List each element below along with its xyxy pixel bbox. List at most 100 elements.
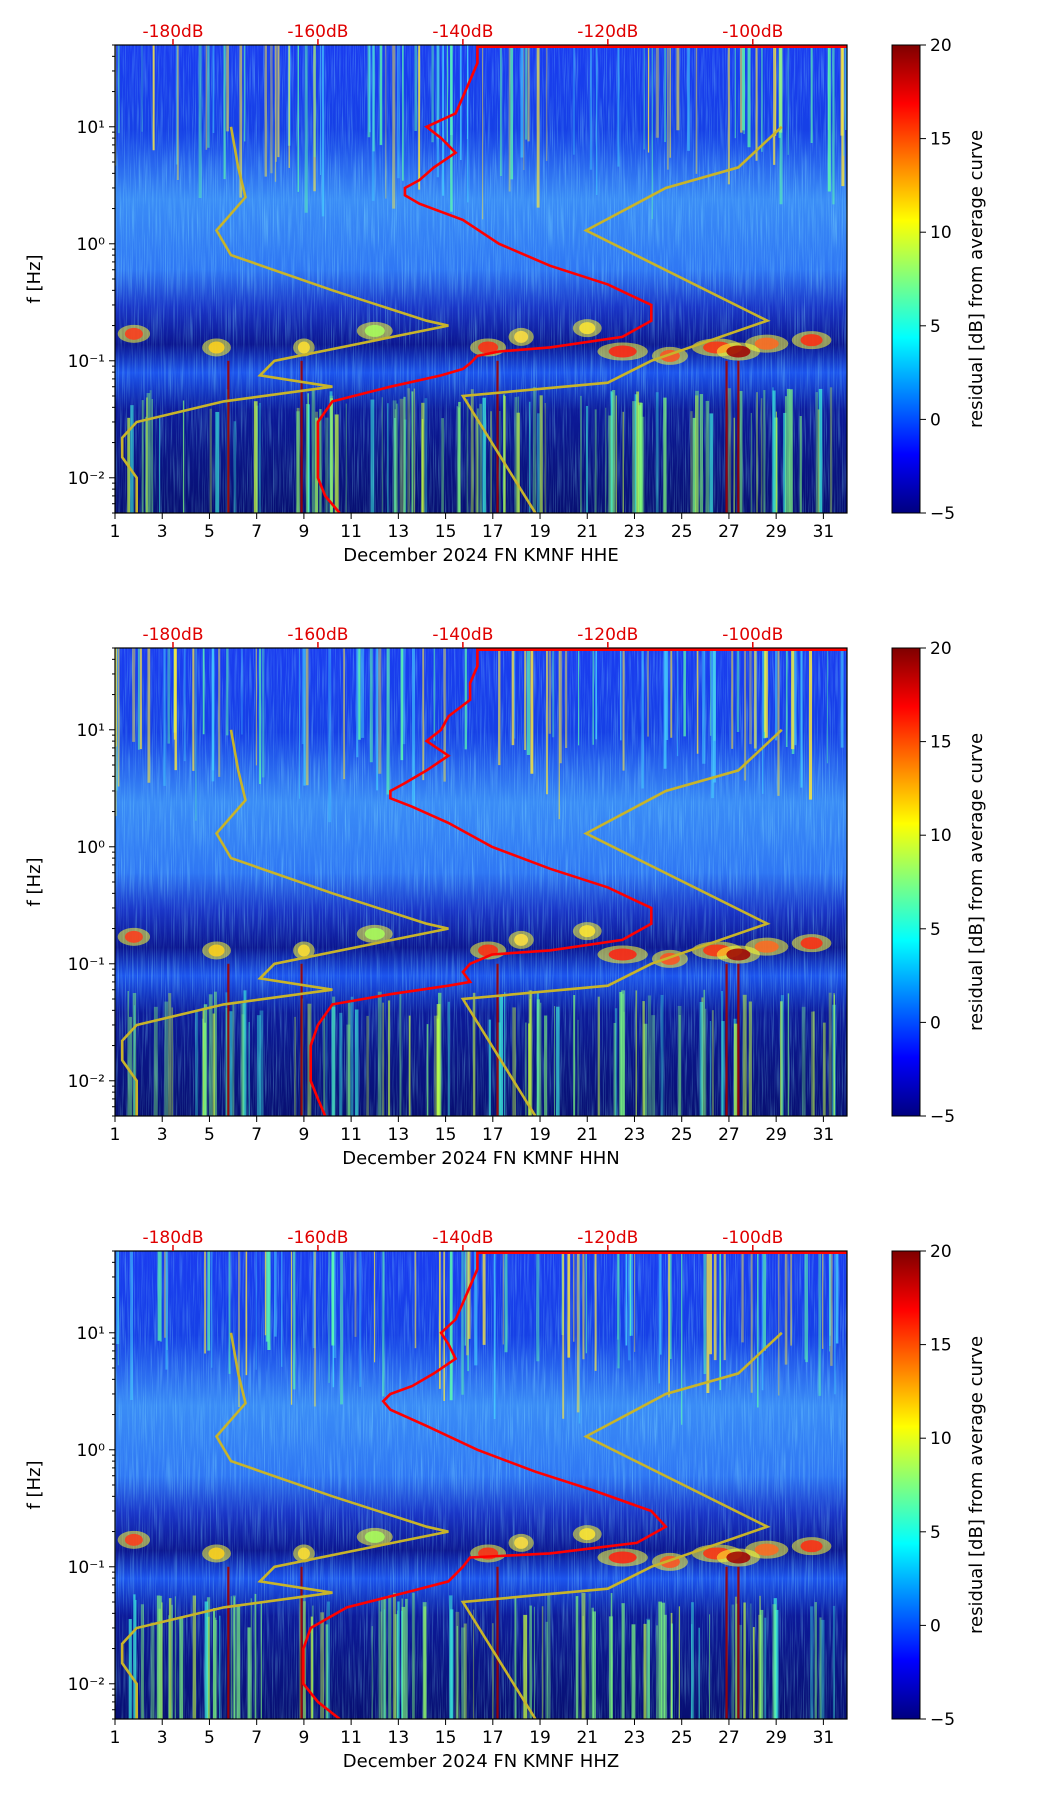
lf-column [232,1001,235,1116]
lf-column [387,403,389,513]
x-tick-label: 23 [624,522,646,542]
microseism-peak [297,944,310,957]
lf-column [635,990,637,1116]
lf-column [512,1007,516,1116]
lf-column [634,394,638,513]
lf-column [611,390,616,513]
lf-column [370,399,375,513]
lf-column [783,412,787,513]
lf-column [764,1617,767,1719]
lf-column [378,1598,381,1719]
lf-column [232,1595,236,1719]
high-noise-model-curve [460,125,783,513]
lf-column [204,1601,208,1719]
x-tick-label: 31 [813,1125,835,1145]
lf-column [240,1003,245,1116]
lf-column [394,409,397,513]
colorbar-tick-label: −5 [930,504,955,524]
lf-column [130,405,134,513]
x-tick-label: 9 [298,522,309,542]
lf-column [643,1023,648,1116]
microseism-peak [208,1547,225,1560]
x-tick-label: 17 [482,522,504,542]
lf-column [815,392,818,513]
lf-column [699,1002,704,1116]
heatmap-noise [115,648,847,1116]
lf-column [203,1004,208,1116]
lf-column [733,1023,738,1116]
lf-column [331,1006,336,1116]
lf-column [503,992,506,1116]
lf-column [663,397,667,513]
lf-column [225,992,229,1116]
lf-column [325,417,329,513]
lf-column [213,991,217,1116]
lf-column [403,396,406,513]
lf-column [449,1595,453,1719]
colorbar-tick-label: −5 [930,1710,955,1730]
microseism-peak [364,324,385,337]
lf-column [592,1611,596,1719]
y-axis-label: f [Hz] [24,1460,45,1509]
microseism-peak [579,925,596,938]
x-tick-label: 1 [110,1728,121,1748]
lf-column [461,1627,465,1719]
microseism-peak [478,341,499,354]
low-noise-model-curve [120,729,449,1116]
lf-column [472,992,476,1116]
lf-column [215,1617,217,1719]
colorbar-gradient [891,44,921,514]
lf-column [296,411,300,513]
microseism-peak [754,337,779,350]
lf-column [623,1011,625,1116]
x-tick-label: 27 [718,522,740,542]
lf-column [458,407,460,513]
lf-column [456,1625,459,1719]
x-tick-label: 3 [157,522,168,542]
x-tick-label: 15 [435,1728,457,1748]
microseism-peak [514,933,529,946]
db-tick-label: -180dB [142,22,203,42]
y-tick-label: 10¹ [77,1324,105,1344]
lf-column [608,415,612,513]
x-tick-label: 21 [576,522,598,542]
lf-column [133,1594,136,1719]
lf-column [382,1002,384,1116]
x-tick-label: 21 [576,1125,598,1145]
lf-column [690,411,693,513]
lf-column [833,993,835,1116]
microseism-peak [364,927,385,940]
lf-column [164,1001,169,1116]
lf-column [817,409,820,513]
colorbar-label: residual [dB] from average curve [966,1336,987,1634]
lf-column [383,1609,386,1719]
db-tick-label: -100dB [722,22,783,42]
lf-column [651,1015,656,1116]
lf-column [380,1611,382,1719]
y-tick-label: 10¹ [77,721,105,741]
lf-column [832,1004,836,1116]
lf-column [613,1022,617,1116]
heatmap-noise [115,45,847,513]
lf-column [488,1019,491,1116]
microseism-peak [800,937,823,950]
x-tick-label: 29 [765,1728,787,1748]
lf-column [647,1620,650,1719]
lf-column [159,418,161,513]
microseism-peak [726,1551,751,1564]
lf-column [491,1623,494,1719]
lf-column [212,1607,216,1719]
lf-column [780,1001,783,1116]
microseism-peak [579,322,596,335]
x-tick-label: 5 [204,1728,215,1748]
heatmap-image [115,648,847,1116]
lf-column [832,1605,836,1719]
lf-column [801,1006,806,1116]
lf-column [326,1010,328,1116]
x-tick-label: 31 [813,1728,835,1748]
colorbar-tick-label: 10 [930,223,952,243]
lf-column [388,1595,392,1719]
lf-column [709,1020,712,1116]
db-tick-label: -140dB [432,625,493,645]
lf-column [366,1015,369,1116]
